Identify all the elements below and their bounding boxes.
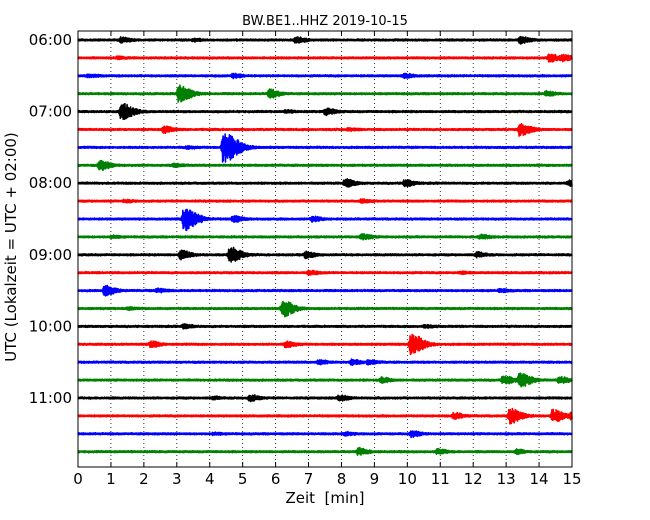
plot-frame	[77, 30, 573, 468]
y-tick-label: 07:00	[29, 103, 72, 121]
y-tick-label: 11:00	[29, 389, 72, 407]
trace-11:00	[77, 394, 573, 403]
trace-07:15	[77, 123, 573, 137]
seismic-traces	[77, 35, 573, 456]
trace-08:15	[77, 198, 573, 204]
x-tick-label: 7	[304, 470, 314, 488]
trace-09:45	[77, 300, 573, 318]
x-axis: 0 1 2 3 4 5 6 7 8 9 10 11 12 13 14 15	[73, 31, 582, 488]
trace-10:15	[77, 333, 573, 356]
trace-10:00	[77, 323, 573, 330]
x-tick-label: 15	[562, 470, 581, 488]
vertical-grid	[110, 31, 540, 467]
y-tick-label: 06:00	[29, 31, 72, 49]
trace-11:15	[77, 407, 573, 425]
trace-09:15	[77, 269, 573, 276]
trace-09:00	[77, 246, 573, 263]
trace-08:00	[77, 178, 573, 188]
trace-10:30	[77, 358, 573, 366]
x-tick-label: 0	[73, 470, 83, 488]
x-axis-label: Zeit [min]	[285, 489, 364, 507]
x-tick-label: 5	[238, 470, 248, 488]
trace-07:00	[77, 102, 573, 121]
x-tick-label: 9	[370, 470, 380, 488]
trace-06:45	[77, 84, 573, 103]
y-axis-label: UTC (Lokalzeit = UTC + 02:00)	[2, 132, 20, 362]
y-tick-label: 08:00	[29, 174, 72, 192]
trace-06:15	[77, 53, 573, 63]
x-tick-label: 4	[205, 470, 215, 488]
trace-07:30	[77, 133, 573, 163]
trace-11:45	[77, 446, 573, 456]
trace-08:30	[77, 208, 573, 232]
trace-10:45	[77, 372, 573, 388]
trace-06:00	[77, 35, 573, 45]
x-tick-label: 12	[464, 470, 483, 488]
x-tick-label: 10	[398, 470, 417, 488]
x-tick-label: 13	[497, 470, 516, 488]
chart-title: BW.BE1..HHZ 2019-10-15	[242, 14, 408, 29]
y-tick-label: 10:00	[29, 317, 72, 335]
x-tick-label: 6	[271, 470, 281, 488]
x-tick-label: 2	[139, 470, 149, 488]
x-tick-label: 8	[337, 470, 347, 488]
trace-09:30	[77, 284, 573, 297]
trace-08:45	[77, 233, 573, 241]
trace-06:30	[77, 72, 573, 80]
x-tick-label: 14	[530, 470, 549, 488]
x-tick-label: 3	[172, 470, 182, 488]
y-axis: 06:00 07:00 08:00 09:00 10:00 11:00	[29, 31, 572, 407]
y-tick-label: 09:00	[29, 246, 72, 264]
x-tick-label: 11	[431, 470, 450, 488]
trace-07:45	[77, 159, 573, 171]
x-tick-label: 1	[106, 470, 116, 488]
trace-11:30	[77, 430, 573, 439]
